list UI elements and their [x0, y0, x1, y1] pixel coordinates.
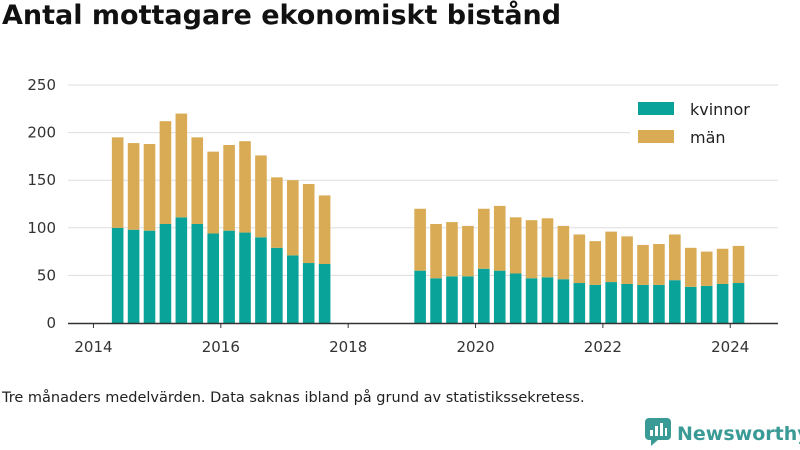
- bar-man: [669, 234, 681, 281]
- x-tick-label: 2014: [74, 338, 112, 356]
- y-tick-label: 200: [27, 124, 56, 142]
- bar-kvinnor: [493, 270, 506, 323]
- bar-man: [414, 208, 426, 271]
- bar-kvinnor: [191, 223, 204, 323]
- bar-man: [127, 143, 140, 230]
- bar-kvinnor: [127, 229, 140, 323]
- bar-kvinnor: [637, 284, 649, 323]
- bar-man: [159, 121, 172, 224]
- bar-man: [143, 144, 156, 231]
- bar-kvinnor: [557, 279, 570, 323]
- bar-kvinnor: [684, 286, 697, 323]
- bar-man: [446, 222, 458, 277]
- y-tick-label: 100: [27, 219, 56, 237]
- bar-kvinnor: [271, 247, 283, 323]
- legend-label-kvinnor: kvinnor: [690, 100, 750, 119]
- bar-kvinnor: [700, 285, 713, 323]
- x-tick-label: 2020: [456, 338, 494, 356]
- bar-man: [318, 195, 331, 264]
- bars: [111, 113, 745, 323]
- bar-kvinnor: [302, 263, 315, 323]
- bar-kvinnor: [255, 237, 267, 323]
- y-tick-label: 50: [37, 266, 56, 284]
- bar-man: [175, 113, 188, 218]
- bar-man: [700, 251, 713, 286]
- bar-kvinnor: [509, 273, 522, 323]
- bar-man: [637, 244, 649, 285]
- bar-man: [239, 141, 251, 233]
- bar-kvinnor: [318, 263, 331, 323]
- bar-kvinnor: [716, 283, 729, 323]
- bar-man: [509, 217, 522, 274]
- bar-man: [207, 151, 219, 234]
- bar-kvinnor: [732, 283, 745, 323]
- bar-kvinnor: [414, 270, 426, 323]
- bar-kvinnor: [669, 280, 681, 323]
- bar-kvinnor: [653, 284, 665, 323]
- bar-man: [302, 184, 315, 264]
- bar-kvinnor: [175, 217, 188, 323]
- y-tick-label: 0: [46, 314, 56, 332]
- bar-man: [716, 248, 729, 284]
- legend-swatch-man: [638, 130, 674, 143]
- legend: kvinnor män: [630, 93, 778, 161]
- bar-man: [271, 177, 283, 248]
- legend-label-man: män: [690, 128, 726, 147]
- bar-man: [621, 236, 633, 284]
- x-tick-label: 2024: [711, 338, 749, 356]
- bar-kvinnor: [446, 276, 458, 323]
- bar-kvinnor: [525, 278, 538, 323]
- bar-man: [286, 180, 299, 256]
- bar-kvinnor: [239, 232, 251, 323]
- bar-kvinnor: [223, 230, 235, 323]
- legend-swatch-kvinnor: [638, 102, 674, 115]
- bar-kvinnor: [541, 277, 554, 323]
- bar-man: [684, 247, 697, 287]
- bar-man: [732, 245, 745, 284]
- bar-kvinnor: [605, 282, 617, 323]
- bar-man: [653, 243, 665, 285]
- bar-kvinnor: [111, 227, 124, 323]
- bar-kvinnor: [207, 233, 219, 323]
- bar-kvinnor: [478, 268, 490, 323]
- y-axis-ticks: 0 50 100 150 200 250: [27, 76, 56, 332]
- bar-man: [111, 137, 124, 228]
- bar-man: [541, 218, 554, 278]
- bar-kvinnor: [589, 284, 602, 323]
- x-tick-label: 2016: [202, 338, 240, 356]
- y-tick-label: 250: [27, 76, 56, 94]
- bar-man: [478, 208, 490, 269]
- bar-man: [589, 241, 602, 285]
- bar-man: [573, 234, 586, 284]
- bar-man: [255, 155, 267, 238]
- bar-man: [430, 223, 442, 279]
- bar-man: [525, 220, 538, 279]
- chart-title: Antal mottagare ekonomiskt bistånd: [2, 0, 562, 31]
- bar-kvinnor: [573, 283, 586, 323]
- bar-man: [493, 205, 506, 271]
- bar-man: [557, 225, 570, 280]
- newsworthy-logo-icon: [645, 418, 671, 450]
- x-axis: 2014 2016 2018 2020 2022 2024: [68, 322, 778, 356]
- bar-kvinnor: [286, 255, 299, 323]
- brand-name: Newsworthy: [677, 423, 800, 445]
- bar-kvinnor: [143, 230, 156, 323]
- brand: Newsworthy: [645, 418, 800, 450]
- footnote: Tre månaders medelvärden. Data saknas ib…: [2, 390, 585, 406]
- bar-kvinnor: [159, 223, 172, 323]
- x-tick-label: 2018: [329, 338, 367, 356]
- y-tick-label: 150: [27, 171, 56, 189]
- bar-kvinnor: [462, 276, 474, 323]
- x-tick-label: 2022: [584, 338, 622, 356]
- bar-man: [223, 144, 235, 231]
- bar-kvinnor: [430, 278, 442, 323]
- bar-man: [605, 231, 617, 283]
- bar-man: [462, 225, 474, 277]
- bar-man: [191, 137, 204, 224]
- bar-kvinnor: [621, 283, 633, 323]
